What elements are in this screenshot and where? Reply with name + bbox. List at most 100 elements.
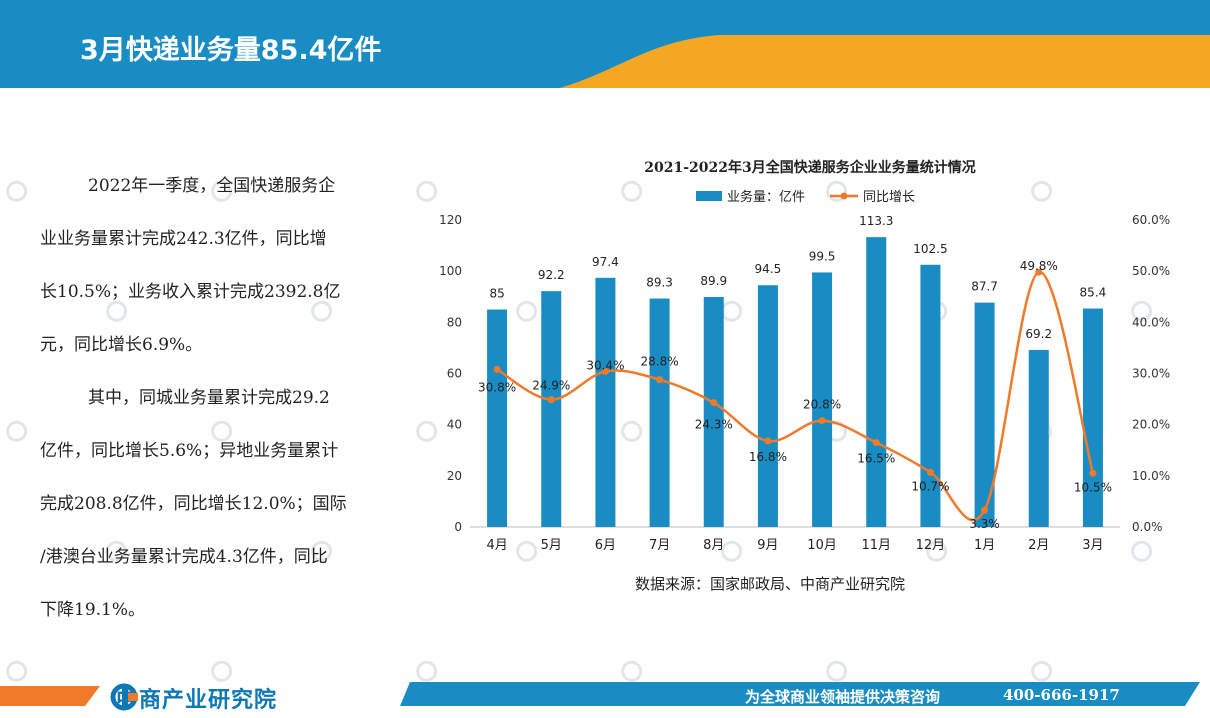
growth-value-label: 30.8% <box>478 380 516 394</box>
growth-point <box>601 367 609 375</box>
x-tick-label: 3月 <box>1082 538 1103 553</box>
y-tick-label: 120 <box>439 213 462 227</box>
footer-shape <box>0 682 1200 706</box>
growth-value-label: 49.8% <box>1020 259 1058 273</box>
growth-point <box>764 437 772 445</box>
y2-tick-label: 20.0% <box>1132 418 1170 432</box>
footer-logo: 中商产业研究院 <box>110 683 277 713</box>
footer-bar: 中商产业研究院 <box>0 680 1210 718</box>
bar <box>920 264 941 527</box>
watermark <box>6 420 28 442</box>
growth-point <box>872 439 880 447</box>
bar-value-label: 94.5 <box>755 262 782 276</box>
growth-point <box>981 506 989 514</box>
bar <box>866 237 887 527</box>
bar-value-label: 87.7 <box>971 280 998 294</box>
legend-label-line: 同比增长 <box>863 190 915 205</box>
legend-label-bar: 业务量：亿件 <box>727 189 805 205</box>
x-tick-label: 12月 <box>916 538 946 553</box>
paragraph-2-line: 下降19.1%。 <box>40 600 146 620</box>
growth-value-label: 16.5% <box>857 452 895 466</box>
bar-value-label: 89.9 <box>700 274 727 288</box>
bar-value-label: 85 <box>489 287 504 301</box>
x-tick-label: 6月 <box>595 538 616 553</box>
bar-value-label: 85.4 <box>1080 286 1107 300</box>
growth-point <box>926 468 934 476</box>
y-tick-label: 100 <box>439 264 462 278</box>
x-tick-label: 11月 <box>861 538 891 553</box>
growth-value-label: 28.8% <box>641 355 679 369</box>
bar <box>757 285 778 527</box>
page-title: 3月快递业务量85.4亿件 <box>80 35 382 66</box>
footer-slogan: 为全球商业领袖提供决策咨询 <box>745 688 941 706</box>
paragraph-2-line: 其中，同城业务量累计完成29.2 <box>88 388 330 408</box>
watermark <box>6 180 28 202</box>
growth-value-label: 10.7% <box>911 479 949 493</box>
bar <box>1028 349 1049 527</box>
growth-value-label: 24.3% <box>695 418 733 432</box>
bar <box>541 291 562 527</box>
growth-point <box>493 365 501 373</box>
bar-value-label: 102.5 <box>913 242 947 256</box>
y2-tick-label: 50.0% <box>1132 264 1170 278</box>
bar-value-label: 92.2 <box>538 268 565 282</box>
y-tick-label: 0 <box>454 520 462 534</box>
bar <box>812 272 833 527</box>
bar-value-label: 69.2 <box>1025 327 1052 341</box>
watermark-logo-icon <box>6 420 28 442</box>
paragraph-1-line: 业业务量累计完成242.3亿件，同比增 <box>40 229 327 249</box>
y-tick-label: 40 <box>447 418 462 432</box>
paragraph-1-line: 2022年一季度，全国快递服务企 <box>88 176 336 196</box>
x-tick-label: 2月 <box>1028 538 1049 553</box>
chart-title: 2021-2022年3月全国快递服务企业业务量统计情况 <box>644 159 975 176</box>
growth-point <box>818 417 826 425</box>
growth-value-label: 16.8% <box>749 450 787 464</box>
paragraph-2-line: /港澳台业务量累计完成4.3亿件，同比 <box>40 547 328 567</box>
bar <box>1082 308 1103 527</box>
growth-point <box>1089 469 1097 477</box>
bar <box>487 309 508 527</box>
bar-value-label: 99.5 <box>809 249 836 263</box>
x-tick-label: 8月 <box>703 538 724 553</box>
growth-value-label: 24.9% <box>532 379 570 393</box>
logo-icon <box>110 683 138 711</box>
growth-point <box>547 396 555 404</box>
legend-swatch-bar <box>696 191 722 201</box>
paragraph-1-line: 元，同比增长6.9%。 <box>40 335 203 355</box>
bar <box>703 297 724 527</box>
growth-value-label: 30.4% <box>586 358 624 372</box>
growth-value-label: 10.5% <box>1074 480 1112 494</box>
body-text: 2022年一季度，全国快递服务企 业业务量累计完成242.3亿件，同比增 长10… <box>40 160 410 637</box>
footer-phone: 400-666-1917 <box>1003 686 1120 704</box>
growth-value-label: 20.8% <box>803 398 841 412</box>
y2-tick-label: 30.0% <box>1132 367 1170 381</box>
y-tick-label: 80 <box>447 315 462 329</box>
paragraph-1: 2022年一季度，全国快递服务企 业业务量累计完成242.3亿件，同比增 长10… <box>40 160 410 372</box>
y-tick-label: 60 <box>447 367 462 381</box>
x-tick-label: 1月 <box>974 538 995 553</box>
paragraph-2-line: 亿件，同比增长5.6%；异地业务量累计 <box>40 441 339 461</box>
growth-value-label: 3.3% <box>969 517 1000 531</box>
x-tick-label: 10月 <box>807 538 837 553</box>
watermark-logo-icon <box>6 180 28 202</box>
bar <box>649 298 670 527</box>
paragraph-2: 其中，同城业务量累计完成29.2 亿件，同比增长5.6%；异地业务量累计 完成2… <box>40 372 410 637</box>
x-tick-label: 7月 <box>649 538 670 553</box>
y2-tick-label: 10.0% <box>1132 469 1170 483</box>
chart-source: 数据来源：国家邮政局、中商产业研究院 <box>635 575 905 593</box>
legend-marker-line <box>840 192 848 200</box>
header-banner: 3月快递业务量85.4亿件 <box>0 0 1210 88</box>
bar <box>595 277 616 527</box>
y2-tick-label: 0.0% <box>1132 520 1163 534</box>
header-shape <box>0 0 1210 88</box>
growth-point <box>656 376 664 384</box>
paragraph-2-line: 完成208.8亿件，同比增长12.0%；国际 <box>40 494 347 514</box>
y2-tick-label: 60.0% <box>1132 213 1170 227</box>
growth-point <box>1035 268 1043 276</box>
growth-line <box>496 270 1095 522</box>
x-tick-label: 9月 <box>757 538 778 553</box>
x-tick-label: 5月 <box>541 538 562 553</box>
bar-value-label: 97.4 <box>592 255 619 269</box>
bar-value-label: 89.3 <box>646 276 673 290</box>
